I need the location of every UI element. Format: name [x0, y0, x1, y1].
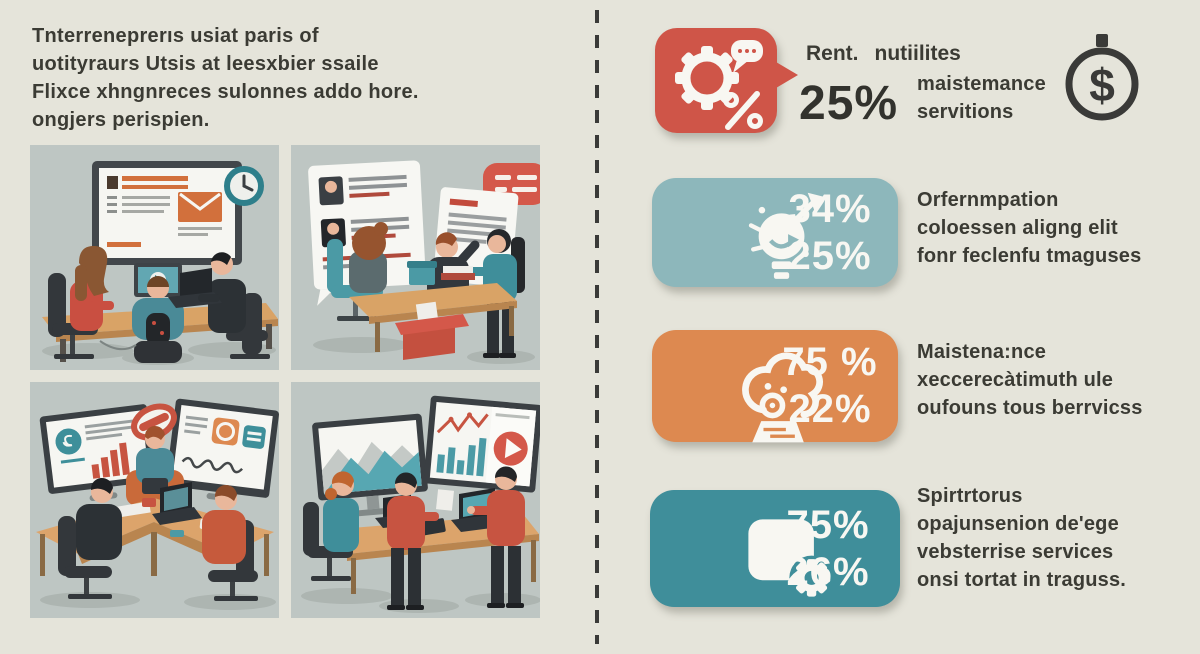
percent-value: 22% [788, 387, 872, 431]
intro-line: uotityraurs Utsis at leesxbier ssaile [32, 53, 379, 75]
illustration-team-meeting [30, 145, 279, 370]
stat-services-percents: 75% 26% [772, 502, 884, 596]
corner-desk-illustration [30, 382, 279, 618]
lightbulb-arrow-icon [748, 192, 826, 279]
percent-value: 26% [786, 549, 870, 594]
stat-card-ideas: 34% 25% [652, 178, 898, 287]
dollar-coin-outline [1065, 34, 1139, 121]
description-line: fonr feclenfu tmaguses [917, 245, 1142, 267]
stat-card-services: 75% 26% [650, 490, 900, 607]
description-line: Maistena:nce [917, 341, 1047, 363]
stat-rent-labels: Rent. nutiilites [806, 42, 961, 66]
stat-card-maintenance: 75 % 22% [652, 330, 898, 443]
speech-bubble-tail [776, 62, 798, 88]
presentation-illustration [291, 145, 540, 370]
stat-rent-percent: 25% [799, 77, 899, 130]
intro-paragraph: Tnterreneprerıs usiat paris of uotityrau… [32, 22, 502, 134]
dollar-symbol: $ [1089, 59, 1115, 111]
gear-percent-speech-icon [675, 40, 763, 130]
stat-rent-sublabel: nutiilites [874, 42, 961, 65]
description-line: Orfernmpation [917, 189, 1059, 211]
description-line: onsi tortat in traguss. [917, 569, 1127, 591]
stat-rent-label: Rent. [806, 42, 859, 65]
description-line: opajunsenion de'ege [917, 513, 1119, 535]
description-line: Spirtrtorus [917, 485, 1023, 507]
stat-ideas-description: Orfernmpation coloessen aligng elit fonr… [917, 186, 1141, 270]
stat-rent-description: maistemance servitions [917, 70, 1046, 126]
percent-value: 75 % [782, 340, 878, 384]
description-line: vebsterrise services [917, 541, 1114, 563]
illustration-presentation [291, 145, 540, 370]
description-line: xeccerecàtimuth ule [917, 369, 1114, 391]
percent-value: 75% [786, 502, 870, 547]
intro-line: Flixce xhngnreces sulonnes addo hore. [32, 81, 419, 103]
percent-value: 25% [788, 233, 872, 278]
intro-line: Tnterreneprerıs usiat paris of [32, 25, 319, 47]
illustration-corner-desk [30, 382, 279, 618]
intro-line: ongjers perispien. [32, 109, 210, 131]
stat-maintenance-percents: 75 % 22% [774, 339, 886, 433]
illustration-dashboards [291, 382, 540, 618]
stat-card-rent [655, 28, 777, 133]
divider-dashed-line [595, 10, 599, 644]
description-line: coloessen aligng elit [917, 217, 1118, 239]
app-window-gear-icon [748, 519, 834, 601]
stat-services-description: Spirtrtorus opajunsenion de'ege vebsterr… [917, 482, 1126, 594]
dollar-coin-icon: $ [1058, 28, 1148, 128]
description-line: servitions [917, 101, 1014, 123]
team-meeting-illustration [30, 145, 279, 370]
cloud-projector-icon [742, 352, 823, 443]
stat-maintenance-description: Maistena:nce xeccerecàtimuth ule oufouns… [917, 338, 1143, 422]
stat-ideas-percents: 34% 25% [774, 186, 886, 280]
percent-value: 34% [788, 186, 872, 231]
description-line: maistemance [917, 73, 1046, 95]
dashboards-illustration [291, 382, 540, 618]
description-line: oufouns tous berrvicss [917, 397, 1143, 419]
